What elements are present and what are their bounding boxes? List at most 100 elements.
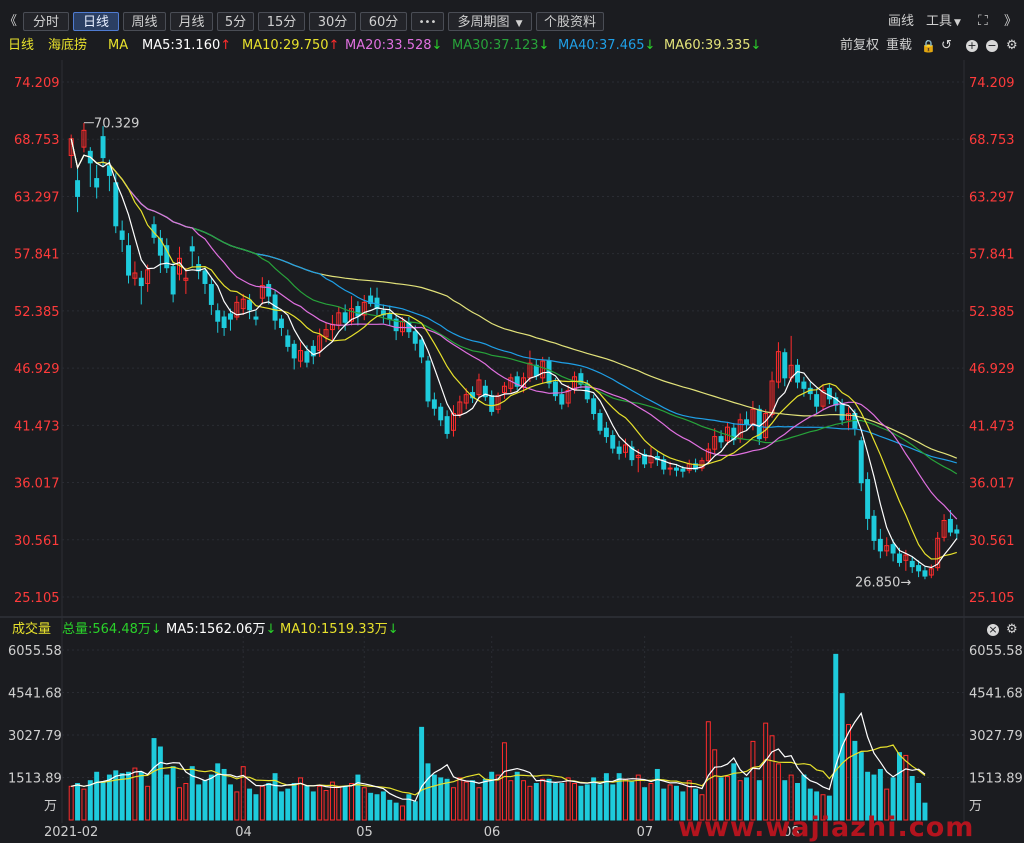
candle [884, 545, 890, 552]
volume-ma10-line [71, 744, 926, 796]
volume-bar [285, 788, 291, 821]
indicator-name[interactable]: MA [108, 38, 129, 53]
price-tick-label-right: 52.385 [969, 305, 1015, 320]
undo-icon[interactable]: ↺ [941, 38, 952, 53]
candle [278, 318, 284, 329]
volume-bar [814, 791, 820, 821]
volume-bar [540, 778, 546, 821]
volume-bar [374, 794, 380, 821]
volume-ma5-arrow: ↓ [265, 622, 277, 637]
volume-bar [323, 790, 329, 821]
volume-bar [826, 795, 832, 821]
volume-bar [514, 771, 520, 821]
multi-period-dropdown[interactable]: 多周期图 ▼ [448, 12, 532, 31]
candle [106, 165, 112, 176]
candle [552, 381, 558, 397]
volume-bar [527, 785, 533, 821]
volume-bar [642, 787, 648, 821]
volume-bar [145, 785, 151, 821]
volume-bar [482, 778, 488, 821]
volume-bar [87, 780, 93, 821]
volume-bar [75, 783, 81, 821]
volume-bar [406, 794, 412, 821]
price-tick-label-right: 30.561 [969, 534, 1015, 549]
candle [839, 403, 845, 421]
volume-bar [253, 794, 259, 821]
price-tick-label-left: 68.753 [14, 133, 60, 148]
tab-30min[interactable]: 30分 [309, 12, 356, 31]
volume-legend: 成交量 总量:564.48万↓ MA5:1562.06万↓ MA10:1519.… [0, 620, 1024, 640]
volume-bar [291, 783, 297, 821]
candle [846, 413, 851, 421]
settings-icon[interactable]: ⚙ [1006, 38, 1018, 53]
ma30-legend: MA30:37.123↓ [452, 36, 549, 56]
price-tick-label-left: 36.017 [14, 477, 60, 492]
candle [820, 389, 826, 407]
more-button[interactable]: ••• [411, 12, 444, 31]
volume-bar [737, 780, 743, 821]
tab-60min[interactable]: 60分 [360, 12, 407, 31]
tab-15min[interactable]: 15分 [258, 12, 305, 31]
tab-intraday[interactable]: 分时 [23, 12, 69, 31]
volume-bar [106, 774, 112, 821]
candle [425, 360, 431, 402]
volume-bar [629, 781, 635, 821]
ma60-legend: MA60:39.335↓ [664, 36, 761, 56]
candle [419, 339, 425, 358]
zoom-out-icon[interactable]: − [986, 39, 998, 52]
volume-bar [839, 693, 845, 821]
volume-tick-label-right: 1513.89 [969, 772, 1023, 787]
candle [208, 284, 214, 305]
candle [508, 377, 514, 389]
nav-right-icon[interactable]: 》 [1004, 14, 1018, 29]
volume-bar [546, 778, 552, 821]
period-toolbar: 《 分时 日线 周线 月线 5分 15分 30分 60分 ••• 多周期图 ▼ … [0, 8, 1024, 36]
close-icon[interactable]: × [987, 623, 999, 636]
stock-name: 海底捞 [48, 38, 88, 53]
candle [387, 313, 393, 320]
chevron-down-icon: ▼ [954, 18, 961, 28]
volume-bar [419, 726, 425, 821]
watermark: www.wajiazhi.com [678, 812, 975, 843]
adjust-button[interactable]: 前复权 [840, 38, 880, 53]
volume-bar [750, 740, 756, 821]
draw-line-button[interactable]: 画线 [888, 14, 915, 29]
tools-menu[interactable]: 工具 ▼ [926, 12, 961, 33]
zoom-in-icon[interactable]: + [966, 39, 978, 52]
volume-bar [584, 784, 590, 821]
ma40-arrow: ↓ [644, 38, 656, 53]
candle [903, 554, 909, 561]
tab-monthly[interactable]: 月线 [170, 12, 213, 31]
ma5-arrow: ↑ [220, 38, 232, 53]
candle [801, 381, 807, 389]
lock-icon[interactable]: 🔒 [921, 39, 936, 53]
settings-icon[interactable]: ⚙ [1006, 622, 1018, 637]
tab-5min[interactable]: 5分 [217, 12, 254, 31]
candle [712, 436, 718, 450]
price-tick-label-right: 68.753 [969, 133, 1015, 148]
candle [826, 387, 832, 400]
tab-weekly[interactable]: 周线 [123, 12, 166, 31]
volume-tick-label-right: 3027.79 [969, 729, 1023, 744]
x-tick-label: 2021-02 [44, 825, 98, 840]
ma40-value: MA40:37.465 [558, 38, 645, 53]
volume-bar [795, 783, 801, 821]
candle [909, 560, 915, 568]
volume-bar [119, 773, 125, 821]
volume-total: 总量:564.48万↓ [62, 620, 162, 640]
volume-bar [565, 777, 571, 821]
overlay-button[interactable]: 重载 [886, 38, 913, 53]
nav-left-icon[interactable]: 《 [4, 14, 18, 29]
price-tick-label-left: 25.105 [14, 591, 60, 606]
expand-icon[interactable]: ⛶ [978, 13, 988, 29]
volume-bar [329, 781, 335, 821]
volume-label: 成交量 [12, 622, 52, 637]
candle [291, 343, 297, 359]
tab-daily[interactable]: 日线 [73, 12, 119, 31]
candle [635, 454, 641, 459]
volume-bar [215, 763, 221, 821]
stock-info-button[interactable]: 个股资料 [536, 12, 604, 31]
candle [667, 467, 673, 470]
volume-bar [336, 785, 342, 821]
